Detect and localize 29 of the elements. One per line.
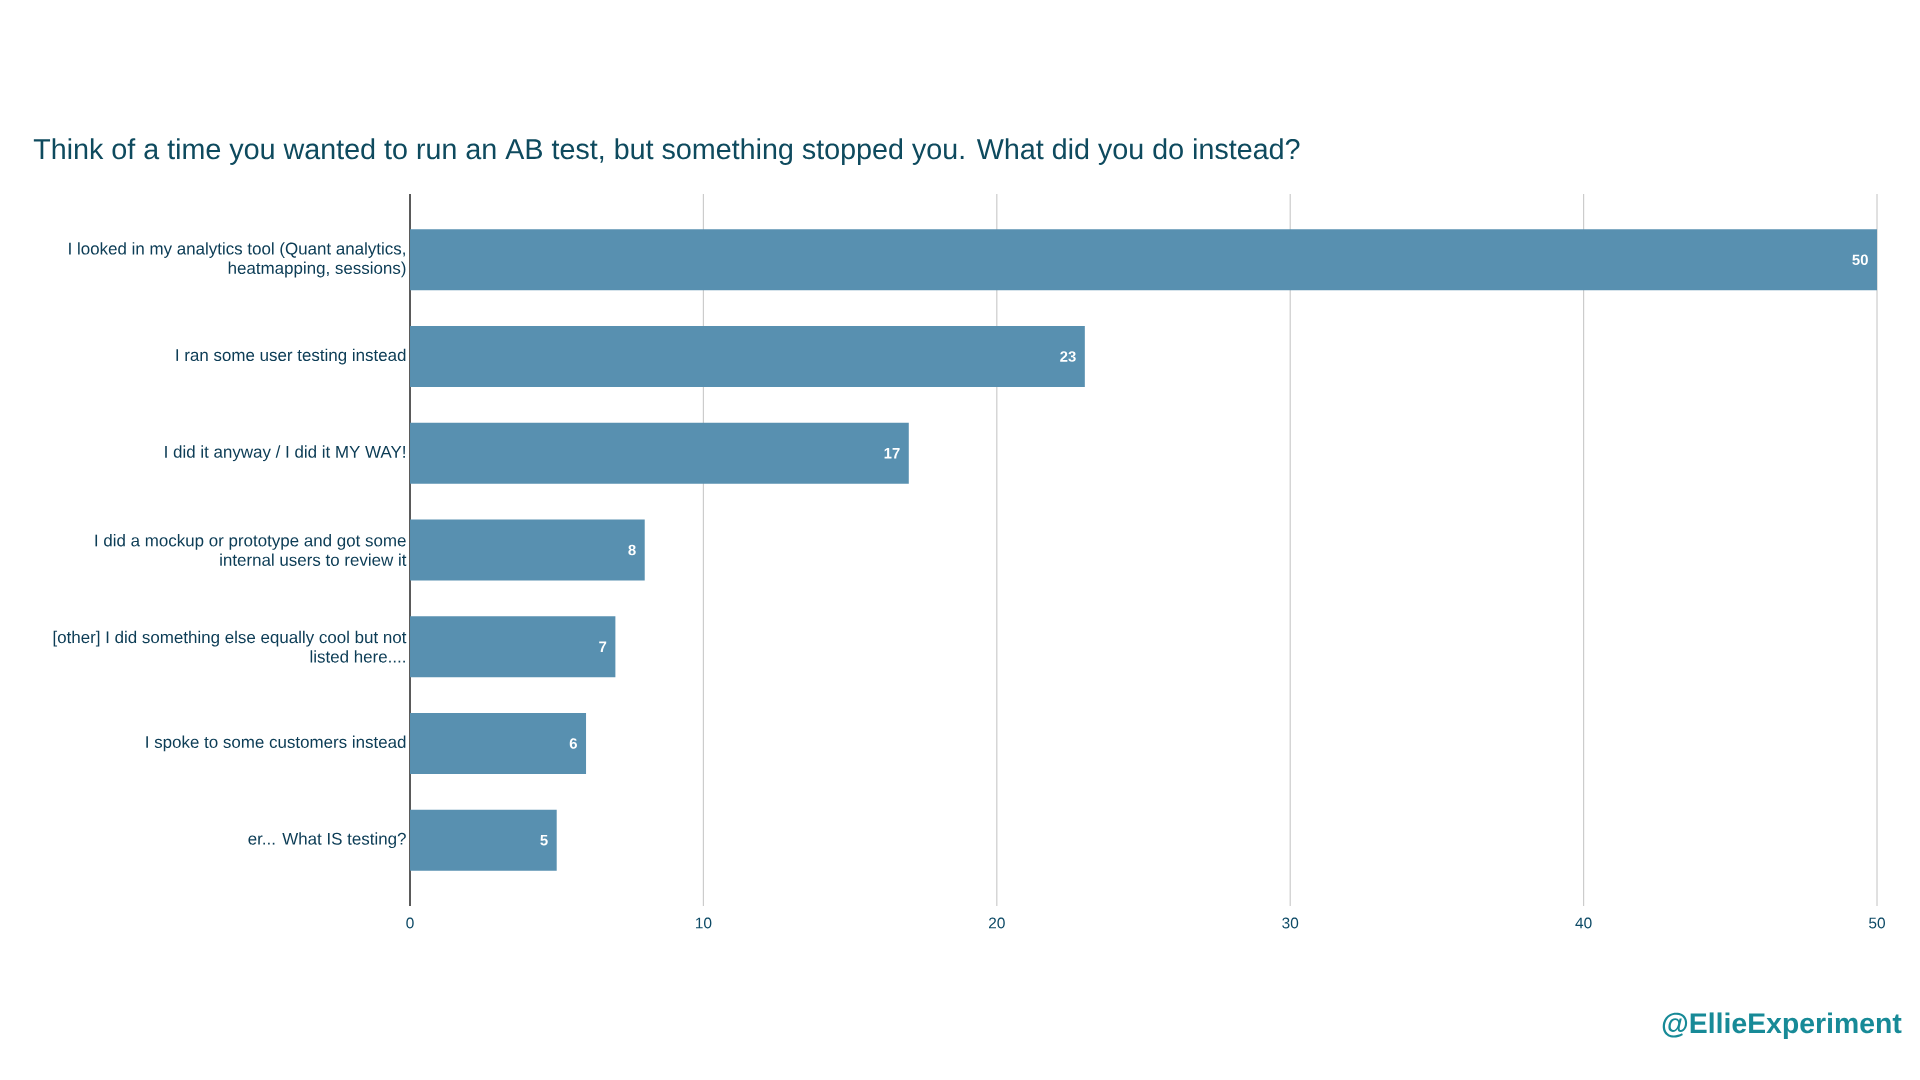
x-tick-label: 30 <box>1282 917 1299 929</box>
y-tick-label: I looked in my analytics tool (Quant analytics, heatmapping, sessions) <box>69 242 406 278</box>
bar <box>410 422 909 484</box>
data-label: 5 <box>540 835 548 846</box>
y-tick-label: I did a mockup or prototype and got some internal users to review it <box>95 534 407 566</box>
data-label: 7 <box>599 641 607 652</box>
y-tick-label: I did it anyway / I did it MY WAY! <box>165 445 405 462</box>
x-tick-label: 0 <box>406 917 414 929</box>
chart-title: Think of a time you wanted to run an AB test, but something stopped you. What did you do instead? <box>33 138 1300 165</box>
y-tick-label: I spoke to some customers instead <box>146 735 406 752</box>
bar <box>410 229 1878 291</box>
x-tick-label: 20 <box>989 917 1005 929</box>
data-label: 6 <box>569 738 577 749</box>
data-label: 50 <box>1852 254 1868 266</box>
bar <box>410 616 616 678</box>
bar <box>410 326 1085 387</box>
data-label: 17 <box>884 448 900 459</box>
x-tick-label: 50 <box>1869 917 1885 929</box>
x-tick-label: 10 <box>695 917 712 929</box>
bar <box>410 713 587 774</box>
y-tick-label: I ran some user testing instead <box>176 348 406 365</box>
bar <box>410 519 645 581</box>
text: @EllieExperiment <box>1662 1012 1902 1039</box>
bar <box>410 809 557 871</box>
y-tick-label: [other] I did something else equally cool but not listed here.... <box>53 630 407 663</box>
data-label: 8 <box>628 544 636 556</box>
x-tick-label: 40 <box>1575 917 1592 929</box>
data-label: 23 <box>1060 351 1076 362</box>
y-tick-label: er... What IS testing? <box>248 832 406 849</box>
